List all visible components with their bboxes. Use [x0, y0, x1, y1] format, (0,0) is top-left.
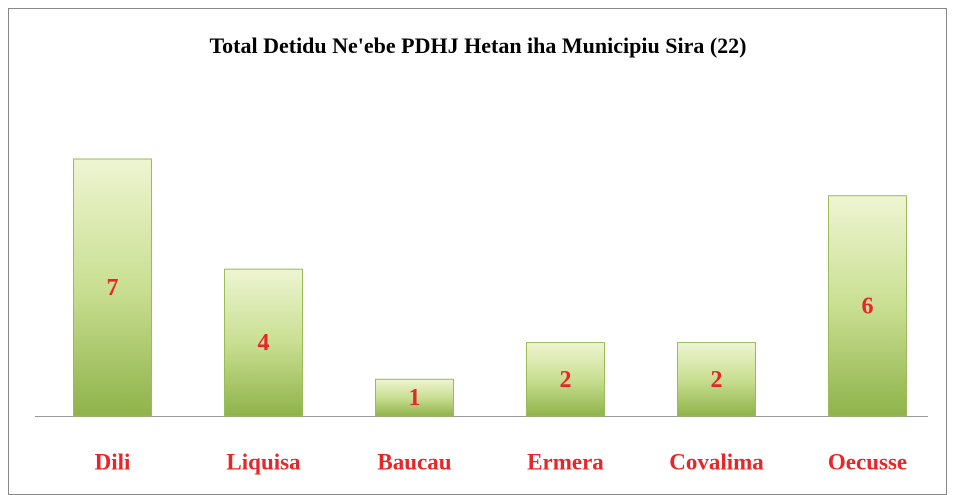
x-tick-label: Oecusse — [828, 449, 907, 474]
x-tick-label: Dili — [95, 449, 131, 474]
bar — [224, 268, 303, 417]
x-tick-label: Covalima — [669, 449, 764, 474]
bar — [73, 158, 152, 417]
x-tick-label: Baucau — [377, 449, 451, 474]
value-label: 1 — [409, 385, 421, 411]
bar — [526, 342, 605, 417]
value-label: 7 — [107, 275, 119, 301]
chart-title: Total Detidu Ne'ebe PDHJ Hetan iha Munic… — [210, 33, 747, 58]
bar — [375, 378, 454, 417]
value-label: 2 — [560, 367, 572, 393]
x-tick-label: Ermera — [527, 449, 604, 474]
value-label: 4 — [258, 330, 270, 356]
bar — [828, 195, 907, 417]
bar — [677, 342, 756, 417]
value-label: 2 — [711, 367, 723, 393]
value-label: 6 — [862, 293, 874, 319]
x-tick-label: Liquisa — [226, 449, 301, 474]
chart-frame — [8, 8, 947, 495]
